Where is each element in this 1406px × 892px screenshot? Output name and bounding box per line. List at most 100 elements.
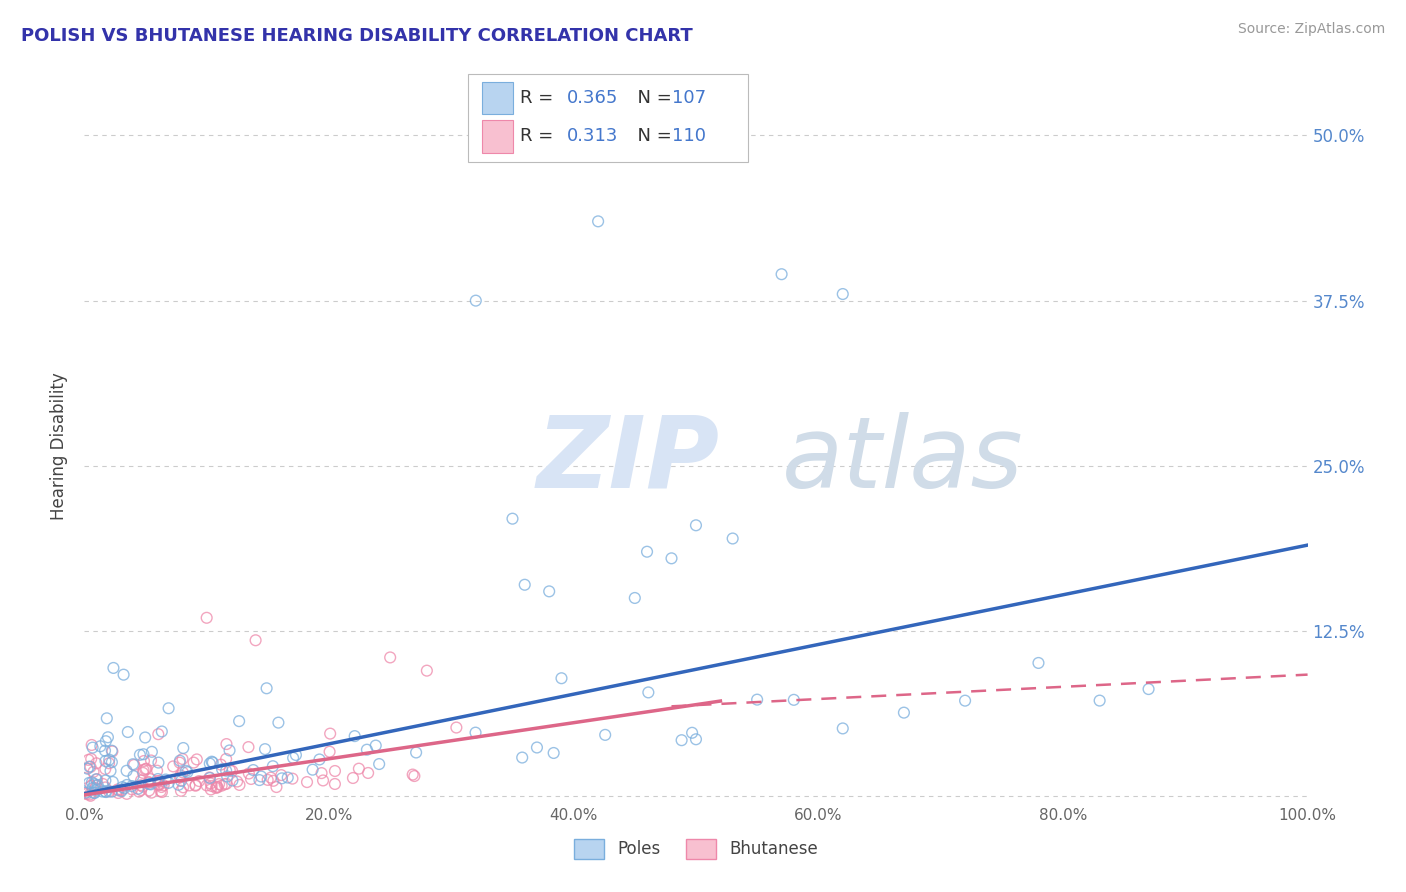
Point [115, 787, 138, 801]
Point [242, 763, 264, 777]
Point [169, 768, 191, 782]
Point [343, 729, 366, 743]
Point [80, 738, 103, 752]
Point [139, 777, 162, 791]
Point [174, 764, 197, 778]
Point [100, 764, 122, 778]
Point [260, 771, 283, 785]
Point [184, 778, 207, 792]
Point [770, 267, 793, 281]
Point [97, 731, 120, 745]
Point [543, 746, 565, 760]
Point [681, 726, 703, 740]
Point [112, 667, 135, 681]
Point [86, 772, 108, 787]
Point [107, 782, 129, 797]
Point [76, 787, 98, 801]
Point [198, 771, 221, 785]
Point [169, 754, 191, 768]
Point [238, 766, 260, 780]
Point [146, 764, 169, 778]
Point [205, 780, 228, 795]
Point [169, 771, 191, 785]
Point [249, 773, 271, 788]
Text: 110: 110 [672, 128, 706, 145]
Point [83, 786, 105, 800]
Point [685, 732, 707, 747]
Point [953, 693, 976, 707]
Point [170, 774, 193, 789]
Point [502, 511, 524, 525]
Point [221, 764, 243, 778]
Point [94, 762, 117, 776]
Point [262, 759, 284, 773]
Point [79, 759, 101, 773]
Point [240, 772, 263, 786]
Point [132, 763, 155, 777]
Point [80, 752, 103, 766]
Point [211, 762, 233, 776]
Point [112, 781, 135, 796]
Point [94, 734, 117, 748]
Point [295, 775, 318, 789]
Point [98, 756, 121, 771]
Point [82, 780, 104, 795]
Point [172, 780, 194, 795]
Point [107, 786, 129, 800]
Point [254, 742, 277, 756]
Point [98, 784, 121, 798]
Point [157, 701, 180, 715]
Point [121, 782, 143, 797]
Point [155, 772, 177, 787]
Point [270, 768, 292, 782]
Point [167, 778, 190, 792]
Text: 0.313: 0.313 [567, 128, 619, 145]
Point [186, 752, 208, 766]
Point [311, 766, 333, 780]
Point [150, 785, 173, 799]
Point [215, 752, 238, 766]
Point [79, 789, 101, 803]
Point [323, 764, 346, 778]
Point [256, 681, 278, 696]
Point [200, 782, 222, 797]
Point [148, 778, 170, 792]
Text: 107: 107 [672, 89, 706, 107]
Point [513, 578, 536, 592]
Point [101, 744, 124, 758]
Point [169, 756, 191, 770]
Point [1088, 693, 1111, 707]
Point [111, 780, 134, 794]
Point [550, 671, 572, 685]
Point [134, 762, 156, 776]
Point [162, 759, 184, 773]
Point [198, 771, 221, 785]
Point [214, 777, 236, 791]
Point [152, 778, 174, 792]
Point [138, 775, 160, 789]
Point [281, 772, 304, 786]
Point [75, 786, 97, 800]
Point [94, 780, 117, 795]
Point [129, 773, 152, 788]
Point [77, 753, 100, 767]
Point [115, 764, 138, 778]
Point [94, 773, 117, 788]
Point [98, 753, 121, 767]
Point [198, 756, 221, 771]
Point [783, 693, 806, 707]
Point [226, 774, 249, 789]
Point [82, 740, 104, 755]
Point [250, 770, 273, 784]
Point [139, 754, 162, 768]
Point [176, 765, 198, 780]
Point [127, 781, 149, 796]
Point [201, 756, 224, 770]
Point [446, 721, 468, 735]
Point [209, 757, 232, 772]
Point [132, 754, 155, 768]
Point [129, 778, 152, 792]
Point [200, 776, 222, 790]
Point [238, 740, 260, 755]
Text: ZIP: ZIP [537, 412, 720, 508]
